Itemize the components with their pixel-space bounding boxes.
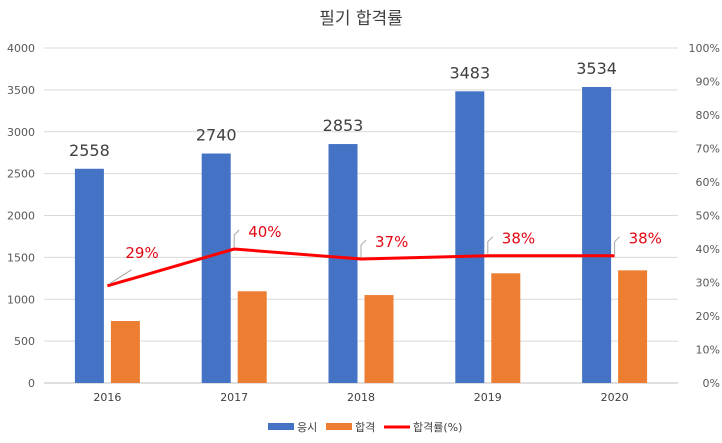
legend-label: 합격률(%) <box>413 421 462 434</box>
legend: 응시 합격 합격률(%) <box>268 421 462 434</box>
bar-passed <box>237 291 267 383</box>
bar-applicants <box>201 153 231 383</box>
x-tick-label: 2018 <box>347 391 375 404</box>
y-right-tick-label: 30% <box>696 277 720 290</box>
y-left-tick-label: 4000 <box>7 42 35 55</box>
x-tick-label: 2019 <box>474 391 502 404</box>
y-right-tick-label: 50% <box>696 210 720 223</box>
value-label: 2853 <box>323 116 364 135</box>
rate-label-leader <box>233 229 240 247</box>
axis-labels-group: 0 500 1000 1500 2000 2500 3000 3500 4000 0% 10% 20%… <box>7 42 720 404</box>
y-left-tick-label: 2000 <box>7 210 35 223</box>
y-right-tick-label: 90% <box>696 76 720 89</box>
rate-label: 29% <box>125 244 158 262</box>
rate-label: 40% <box>248 223 281 241</box>
rate-label: 38% <box>629 230 662 248</box>
y-left-tick-label: 3500 <box>7 84 35 97</box>
bar-passed <box>110 321 140 383</box>
legend-label: 합격 <box>355 421 375 434</box>
legend-swatch <box>268 423 294 430</box>
y-left-tick-label: 3000 <box>7 126 35 139</box>
data-labels-group: 2558 2740 2853 3483 3534 29% 40% 37% 38% 38% <box>69 59 662 285</box>
gridlines <box>44 47 678 384</box>
y-right-tick-label: 80% <box>696 109 720 122</box>
rate-label: 38% <box>502 230 535 248</box>
y-left-tick-label: 1500 <box>7 251 35 264</box>
y-right-tick-label: 20% <box>696 310 720 323</box>
bar-applicants <box>74 168 104 383</box>
bar-applicants <box>328 144 358 383</box>
bars-group <box>74 87 648 383</box>
y-right-tick-label: 40% <box>696 243 720 256</box>
rate-label-leader <box>109 269 132 285</box>
y-left-tick-label: 1000 <box>7 293 35 306</box>
rate-label: 37% <box>375 233 408 251</box>
value-label: 3483 <box>449 63 490 82</box>
bar-applicants <box>455 91 485 383</box>
rate-label-leader <box>487 236 494 254</box>
rate-line <box>106 247 615 288</box>
y-left-tick-label: 2500 <box>7 168 35 181</box>
y-right-tick-label: 100% <box>689 42 720 55</box>
y-right-tick-label: 0% <box>703 377 720 390</box>
value-label: 2558 <box>69 141 110 160</box>
legend-swatch <box>326 423 352 430</box>
rate-line-group <box>106 247 615 288</box>
y-right-tick-label: 70% <box>696 143 720 156</box>
bar-applicants <box>582 87 612 383</box>
bar-passed <box>491 273 521 383</box>
rate-label-leader <box>360 239 367 258</box>
value-label: 3534 <box>576 59 617 78</box>
value-label: 2740 <box>196 126 237 145</box>
legend-label: 응시 <box>297 421 317 434</box>
bar-passed <box>364 295 394 383</box>
x-tick-label: 2016 <box>93 391 121 404</box>
y-left-tick-label: 500 <box>14 335 35 348</box>
chart-title: 필기 합격률 <box>319 9 403 29</box>
x-tick-label: 2020 <box>601 391 629 404</box>
y-right-tick-label: 10% <box>696 344 720 357</box>
y-left-tick-label: 0 <box>28 377 35 390</box>
y-right-tick-label: 60% <box>696 176 720 189</box>
bar-passed <box>618 270 648 383</box>
x-tick-label: 2017 <box>220 391 248 404</box>
rate-label-leader <box>614 236 620 254</box>
